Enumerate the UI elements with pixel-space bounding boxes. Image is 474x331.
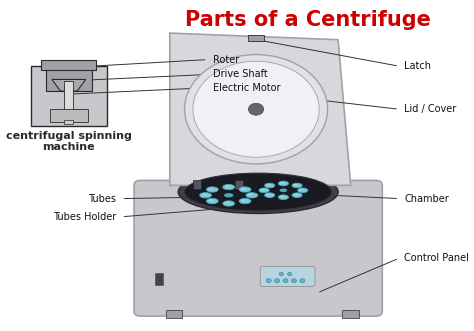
Ellipse shape (264, 193, 275, 198)
Bar (193, 180, 201, 189)
Bar (235, 180, 243, 189)
Text: Drive Shaft: Drive Shaft (213, 70, 267, 79)
Ellipse shape (223, 201, 235, 206)
Ellipse shape (280, 196, 284, 197)
Text: Latch: Latch (404, 61, 431, 71)
Bar (165, 310, 182, 318)
Ellipse shape (248, 193, 253, 196)
Bar (46, 63, 92, 91)
Circle shape (274, 279, 280, 283)
Ellipse shape (280, 182, 284, 184)
FancyBboxPatch shape (260, 266, 315, 286)
Text: centrifugal spinning
machine: centrifugal spinning machine (6, 131, 132, 152)
Ellipse shape (207, 187, 218, 192)
Circle shape (279, 272, 283, 276)
Circle shape (266, 279, 271, 283)
Bar (64, 120, 73, 124)
FancyBboxPatch shape (134, 180, 382, 316)
Ellipse shape (246, 193, 258, 198)
Bar (155, 273, 163, 285)
Ellipse shape (241, 199, 246, 201)
Text: Tubes Holder: Tubes Holder (53, 212, 116, 222)
Ellipse shape (201, 193, 206, 196)
Ellipse shape (261, 189, 264, 191)
Ellipse shape (298, 188, 308, 193)
Text: Electric Motor: Electric Motor (213, 83, 280, 93)
Ellipse shape (225, 185, 229, 187)
Ellipse shape (223, 184, 235, 190)
Ellipse shape (299, 189, 303, 191)
Ellipse shape (208, 188, 213, 190)
Ellipse shape (239, 187, 251, 192)
Ellipse shape (239, 199, 251, 204)
Ellipse shape (178, 170, 338, 213)
Ellipse shape (224, 193, 233, 197)
Bar (50, 109, 88, 122)
Bar (31, 66, 107, 126)
Bar (41, 60, 96, 70)
Ellipse shape (266, 184, 270, 186)
Ellipse shape (241, 188, 246, 190)
Text: Roter: Roter (213, 55, 239, 65)
Polygon shape (170, 33, 351, 185)
Bar (342, 310, 359, 318)
Ellipse shape (200, 193, 211, 198)
Text: Control Panel: Control Panel (404, 253, 469, 263)
Text: Lid / Cover: Lid / Cover (404, 104, 456, 114)
Polygon shape (52, 79, 86, 91)
Ellipse shape (292, 183, 302, 188)
Circle shape (300, 279, 305, 283)
Ellipse shape (225, 202, 229, 204)
Ellipse shape (292, 193, 302, 198)
Circle shape (288, 272, 292, 276)
Ellipse shape (208, 199, 213, 201)
Circle shape (283, 279, 288, 283)
Ellipse shape (207, 199, 218, 204)
Ellipse shape (278, 181, 289, 186)
Ellipse shape (280, 189, 287, 192)
Circle shape (292, 279, 296, 283)
Bar (247, 35, 264, 41)
Ellipse shape (266, 194, 270, 195)
Text: Chamber: Chamber (404, 194, 449, 204)
Circle shape (248, 103, 264, 115)
Ellipse shape (293, 184, 298, 186)
Ellipse shape (184, 173, 332, 211)
Ellipse shape (259, 188, 269, 193)
Ellipse shape (278, 195, 289, 200)
Ellipse shape (264, 183, 275, 188)
Ellipse shape (193, 61, 319, 157)
Bar (64, 81, 73, 113)
Text: Parts of a Centrifuge: Parts of a Centrifuge (185, 10, 431, 30)
Text: Tubes: Tubes (88, 194, 116, 204)
FancyBboxPatch shape (141, 291, 375, 312)
Ellipse shape (293, 194, 298, 195)
Ellipse shape (184, 55, 328, 164)
